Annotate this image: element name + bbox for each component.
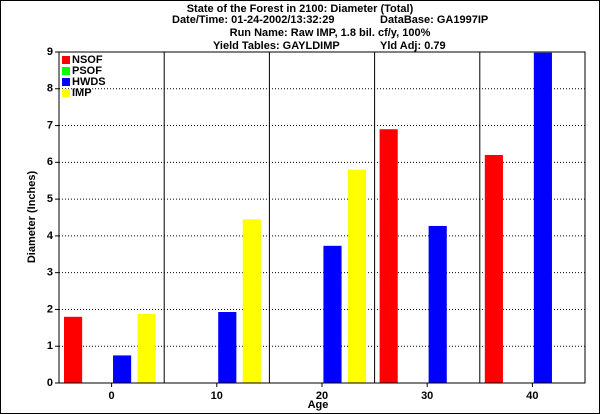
x-tick-label: 40: [526, 390, 538, 402]
y-tick-label: 2: [47, 303, 53, 315]
legend-swatch: [62, 67, 70, 75]
subtitle: Yield Tables: GAYLDIMP: [213, 40, 340, 52]
bar: [218, 312, 237, 383]
subtitle: DataBase: GA1997IP: [380, 14, 488, 26]
y-tick-label: 0: [47, 377, 53, 389]
bar: [64, 316, 83, 383]
subtitle: Yld Adj: 0.79: [380, 40, 446, 52]
subtitle: Date/Time: 01-24-2002/13:32:29: [172, 14, 334, 26]
x-tick-label: 20: [316, 390, 328, 402]
y-tick-label: 9: [47, 46, 53, 58]
legend-label: HWDS: [72, 76, 106, 88]
y-tick-label: 8: [47, 83, 53, 95]
legend-swatch: [62, 56, 70, 64]
legend-label: PSOF: [72, 65, 102, 77]
bar: [428, 225, 447, 383]
legend-label: IMP: [72, 87, 92, 99]
x-tick-label: 0: [109, 390, 115, 402]
bar: [323, 245, 342, 383]
subtitle: Run Name: Raw IMP, 1.8 bil. cf/y, 100%: [230, 27, 431, 39]
bar: [347, 169, 367, 383]
legend-label: NSOF: [72, 54, 103, 66]
y-axis-label: Diameter (Inches): [26, 171, 38, 264]
bar: [242, 219, 261, 383]
x-tick-label: 10: [211, 390, 223, 402]
y-tick-label: 7: [47, 119, 53, 131]
legend-swatch: [62, 78, 70, 86]
y-tick-label: 5: [47, 193, 53, 205]
x-axis-label: Age: [308, 399, 329, 411]
y-tick-label: 6: [47, 156, 53, 168]
bar: [484, 154, 503, 383]
x-tick-label: 30: [421, 390, 433, 402]
y-tick-label: 1: [47, 340, 53, 352]
bar: [379, 129, 398, 383]
bar: [137, 313, 156, 383]
chart-title: State of the Forest in 2100: Diameter (T…: [187, 3, 414, 15]
y-tick-label: 3: [47, 267, 53, 279]
bar: [533, 52, 552, 383]
bar: [113, 355, 132, 383]
legend-swatch: [62, 89, 70, 97]
plot-border: [58, 51, 586, 384]
y-tick-label: 4: [47, 230, 54, 242]
